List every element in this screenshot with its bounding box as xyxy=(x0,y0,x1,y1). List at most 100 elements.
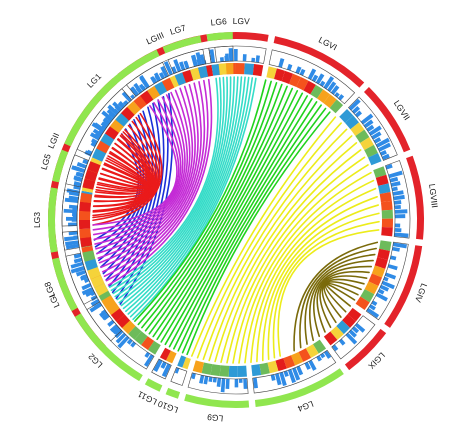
hist-bar xyxy=(295,66,302,74)
hist-bar xyxy=(209,49,216,63)
link-olive xyxy=(299,247,377,349)
hist-bar xyxy=(68,231,78,236)
link-magenta xyxy=(96,89,191,255)
heat-cell xyxy=(174,72,187,86)
hist-bar xyxy=(83,278,90,283)
link-olive xyxy=(304,253,376,345)
heat-cell xyxy=(100,133,115,147)
hist-frame-lgix xyxy=(331,315,376,360)
heat-cell xyxy=(377,183,391,195)
hist-frame-lgvii xyxy=(348,96,398,161)
hist-frame-lgiv xyxy=(365,241,409,321)
heat-cell xyxy=(244,63,255,75)
hist-bar xyxy=(388,170,403,179)
heat-cell xyxy=(235,62,245,75)
link-yellow xyxy=(202,128,348,361)
hist-bar xyxy=(68,191,80,197)
hist-bar xyxy=(212,377,217,383)
ideogram-lgvi xyxy=(273,36,365,88)
hist-bar xyxy=(93,122,106,132)
hist-bar xyxy=(73,181,82,187)
hist-bar xyxy=(292,367,301,381)
link-green xyxy=(137,80,272,326)
heat-cell xyxy=(252,64,264,77)
heat-cell xyxy=(303,80,316,95)
hist-bar xyxy=(82,158,89,165)
hist-bar xyxy=(68,195,79,201)
ideogram-lgvii xyxy=(363,87,411,153)
hist-bar xyxy=(90,298,100,307)
hist-bar xyxy=(76,270,87,277)
hist-bar xyxy=(63,208,78,214)
hist-bar xyxy=(138,83,146,92)
hist-bar xyxy=(190,54,198,67)
heat-cell xyxy=(165,350,177,364)
heat-cell xyxy=(177,355,187,368)
link-magenta xyxy=(98,85,196,264)
heat-cell xyxy=(339,108,354,123)
link-yellow xyxy=(261,204,380,362)
hist-bar xyxy=(144,351,151,358)
link-green xyxy=(134,79,267,322)
hist-bar xyxy=(337,94,345,101)
heat-cell xyxy=(121,106,135,121)
link-yellow xyxy=(208,135,353,362)
label-lg3: LG3 xyxy=(32,212,42,228)
hist-bar xyxy=(208,376,213,382)
hist-bar xyxy=(74,176,83,183)
link-green xyxy=(168,98,313,348)
hist-bar xyxy=(394,209,408,214)
heat-cell xyxy=(84,169,98,182)
hist-bar xyxy=(287,369,296,384)
track-outlines xyxy=(61,45,411,395)
hist-bar xyxy=(219,57,224,62)
hist-bar xyxy=(73,185,81,190)
hist-bar xyxy=(150,76,157,84)
heat-cell xyxy=(218,63,227,75)
link-green xyxy=(164,95,308,346)
hist-bar xyxy=(71,165,86,174)
heat-cell xyxy=(98,289,112,303)
link-green xyxy=(177,104,322,352)
link-cyan xyxy=(129,77,254,318)
hist-bar xyxy=(101,313,110,320)
hist-bar xyxy=(275,373,282,386)
link-yellow xyxy=(238,171,372,364)
link-magenta xyxy=(92,102,180,231)
hist-bar xyxy=(360,113,374,125)
hist-bar xyxy=(118,101,126,109)
hist-bar xyxy=(68,204,78,209)
hist-bar xyxy=(385,163,393,170)
hist-bar xyxy=(121,91,132,103)
hist-bar xyxy=(73,257,83,264)
link-red xyxy=(94,138,154,199)
hist-bar xyxy=(81,287,94,296)
hist-bar xyxy=(158,72,166,80)
hist-bar xyxy=(366,307,380,319)
hist-bar xyxy=(363,119,374,129)
heat-cell xyxy=(110,308,125,322)
label-lg8: LG8 xyxy=(42,280,57,299)
link-cyan xyxy=(108,77,219,288)
link-red xyxy=(92,129,156,207)
link-green xyxy=(141,82,278,329)
hist-bar xyxy=(81,283,92,291)
hist-bar xyxy=(279,371,287,386)
link-magenta xyxy=(97,87,194,259)
hist-frame-lg3 xyxy=(61,189,80,251)
ideogram-lg1 xyxy=(64,49,160,147)
link-green xyxy=(181,107,327,354)
hist-bar xyxy=(102,117,111,125)
hist-bar xyxy=(270,374,276,381)
heat-cell xyxy=(192,360,204,374)
hist-bar xyxy=(101,110,114,122)
link-red xyxy=(92,112,163,226)
label-lg5: LG5 xyxy=(39,152,53,171)
heat-cell xyxy=(267,360,279,374)
hist-frame-lg4 xyxy=(252,349,337,394)
hist-bar xyxy=(234,378,239,388)
heat-cell xyxy=(90,275,105,288)
hist-bar xyxy=(65,240,79,246)
hist-bar xyxy=(113,108,120,115)
